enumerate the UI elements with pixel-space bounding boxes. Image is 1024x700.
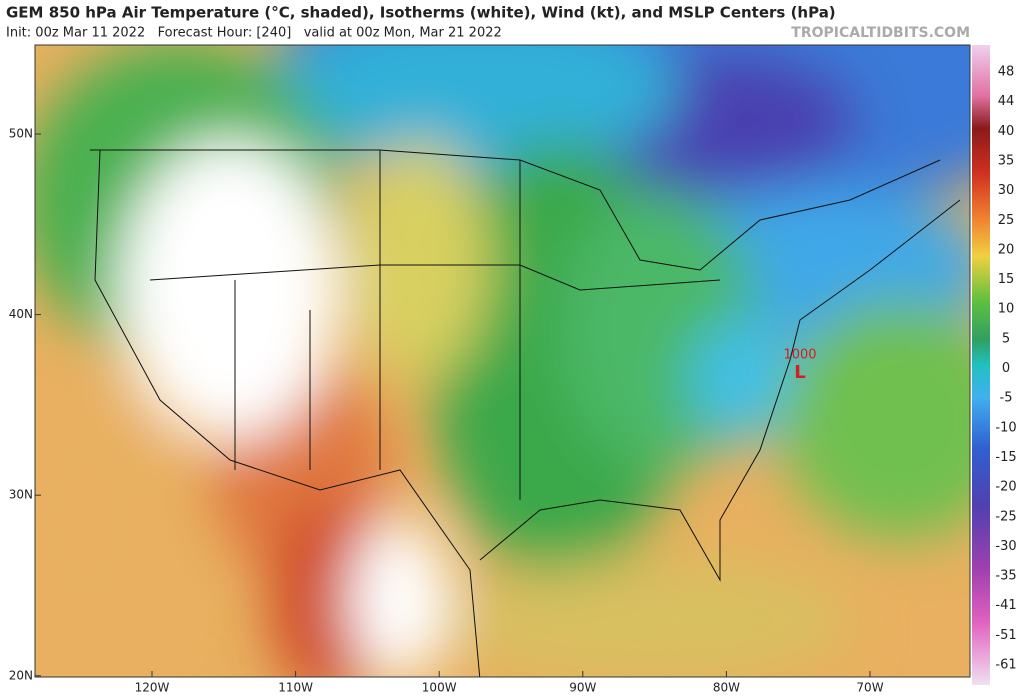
colorbar-label: 48 [998, 65, 1015, 80]
subtitle: Init: 00z Mar 11 2022 Forecast Hour: [24… [6, 26, 502, 41]
longitude-label: 90W [569, 681, 596, 695]
longitude-label: 110W [278, 681, 313, 695]
colorbar-label: -15 [995, 450, 1016, 465]
longitude-label: 70W [856, 681, 883, 695]
colorbar-label: -61 [995, 658, 1016, 673]
pressure-symbol: L [794, 362, 805, 383]
title: GEM 850 hPa Air Temperature (°C, shaded)… [6, 4, 836, 22]
map-frame [34, 44, 971, 678]
colorbar-label: 5 [1002, 331, 1010, 346]
colorbar-label: -5 [1000, 391, 1013, 406]
colorbar-label: -35 [995, 569, 1016, 584]
latitude-label: 20N [9, 668, 33, 682]
colorbar-label: -20 [995, 480, 1016, 495]
longitude-label: 80W [713, 681, 740, 695]
colorbar-label: -51 [995, 628, 1016, 643]
colorbar-label: 25 [998, 213, 1015, 228]
latitude-label: 40N [9, 307, 33, 321]
colorbar-label: 15 [998, 272, 1015, 287]
colorbar [972, 45, 990, 685]
colorbar-label: 0 [1002, 361, 1010, 376]
latitude-label: 30N [9, 488, 33, 502]
colorbar-label: 44 [998, 94, 1015, 109]
colorbar-label: -10 [995, 420, 1016, 435]
colorbar-label: -41 [995, 598, 1016, 613]
credit: TROPICALTIDBITS.COM [791, 25, 970, 41]
colorbar-label: -25 [995, 509, 1016, 524]
longitude-label: 120W [135, 681, 170, 695]
longitude-label: 100W [422, 681, 457, 695]
colorbar-label: 40 [998, 124, 1015, 139]
pressure-value: 1000 [783, 348, 816, 363]
colorbar-label: 35 [998, 153, 1015, 168]
colorbar-label: 30 [998, 183, 1015, 198]
colorbar-label: -30 [995, 539, 1016, 554]
latitude-label: 50N [9, 127, 33, 141]
colorbar-label: 10 [998, 302, 1015, 317]
colorbar-label: 20 [998, 242, 1015, 257]
